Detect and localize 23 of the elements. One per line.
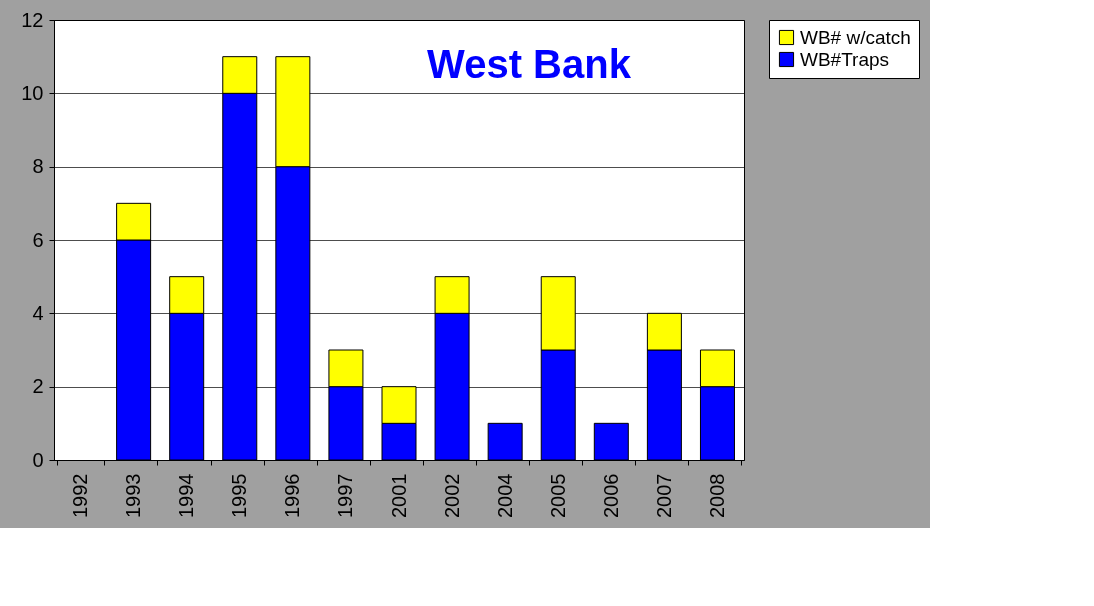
x-tick-label: 2005	[546, 473, 569, 518]
y-tick-label: 12	[21, 8, 44, 31]
x-tick-label: 2006	[599, 473, 622, 518]
x-tick-label: 1996	[281, 473, 304, 518]
x-tick-label: 1995	[228, 473, 251, 518]
y-tick-label: 6	[32, 228, 44, 251]
x-tick-label: 2008	[705, 473, 728, 518]
x-tick-label: 1993	[122, 473, 145, 518]
legend-label: WB#Traps	[800, 48, 890, 70]
y-tick-label: 0	[32, 448, 44, 471]
x-tick-label: 2001	[387, 473, 410, 518]
y-tick-label: 8	[32, 155, 44, 178]
x-tick-label: 2002	[440, 473, 463, 518]
x-tick-label: 2004	[493, 473, 516, 518]
y-tick-label: 10	[21, 81, 44, 104]
x-tick-label: 1994	[175, 473, 198, 518]
legend-label: WB# w/catch	[800, 26, 911, 48]
y-tick-label: 2	[32, 375, 44, 398]
x-tick-label: 1992	[69, 473, 92, 518]
x-tick-label: 2007	[652, 473, 675, 518]
x-tick-label: 1997	[334, 473, 357, 518]
text: West Bank	[427, 42, 632, 86]
y-tick-label: 4	[32, 301, 44, 324]
